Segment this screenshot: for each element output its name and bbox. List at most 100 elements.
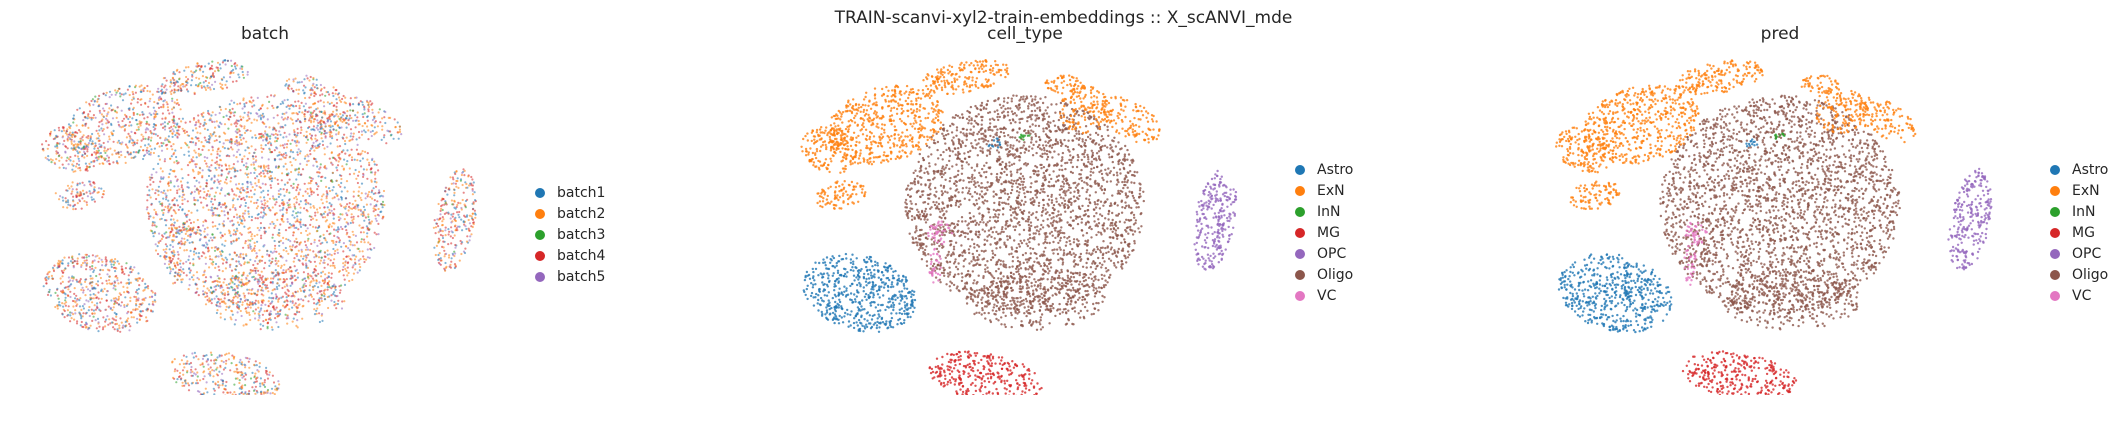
- scatter-point: [330, 179, 333, 182]
- scatter-point: [115, 152, 118, 155]
- scatter-point: [228, 232, 231, 235]
- scatter-point: [329, 232, 332, 235]
- scatter-point: [219, 231, 222, 234]
- scatter-point: [318, 206, 321, 209]
- scatter-point: [85, 191, 88, 194]
- scatter-point: [329, 120, 333, 123]
- scatter-point: [266, 322, 269, 325]
- scatter-point: [96, 98, 99, 101]
- scatter-point: [329, 133, 332, 136]
- scatter-point: [78, 311, 81, 314]
- scatter-point: [281, 219, 284, 222]
- scatter-point: [244, 282, 247, 285]
- scatter-point: [196, 62, 199, 65]
- scatter-point: [209, 258, 212, 261]
- scatter-point: [256, 217, 259, 220]
- scatter-point: [198, 229, 201, 232]
- scatter-point: [146, 319, 149, 322]
- scatter-point: [199, 153, 202, 156]
- scatter-point: [288, 270, 291, 273]
- scatter-point: [194, 143, 197, 147]
- scatter-point: [210, 206, 213, 209]
- scatter-point: [312, 250, 315, 253]
- scatter-point: [260, 175, 263, 178]
- scatter-point: [351, 266, 354, 269]
- scatter-point: [116, 141, 119, 144]
- scatter-point: [325, 219, 329, 222]
- scatter-point: [276, 315, 279, 318]
- scatter-point: [202, 290, 205, 293]
- scatter-point: [441, 216, 444, 219]
- scatter-point: [234, 62, 237, 65]
- scatter-point: [177, 208, 180, 211]
- scatter-point: [190, 276, 194, 279]
- scatter-point: [459, 202, 462, 205]
- scatter-point: [134, 155, 137, 158]
- scatter-point: [226, 293, 229, 296]
- scatter-point: [299, 223, 302, 226]
- scatter-point: [131, 98, 134, 101]
- scatter-point: [188, 241, 191, 244]
- scatter-point: [309, 249, 312, 252]
- scatter-point: [258, 285, 262, 288]
- scatter-point: [329, 142, 332, 145]
- scatter-point: [323, 237, 326, 240]
- scatter-point: [244, 242, 247, 245]
- scatter-point: [349, 97, 352, 100]
- scatter-point: [185, 249, 188, 252]
- scatter-point: [365, 203, 368, 206]
- scatter-point: [198, 64, 201, 67]
- scatter-point: [458, 259, 461, 262]
- scatter-point: [319, 94, 322, 97]
- scatter-point: [349, 128, 353, 131]
- scatter-point: [183, 198, 186, 201]
- scatter-point: [69, 159, 72, 162]
- scatter-point: [88, 190, 91, 193]
- scatter-point: [368, 218, 371, 221]
- scatter-point: [215, 160, 218, 163]
- scatter-point: [314, 93, 317, 96]
- scatter-point: [74, 143, 77, 146]
- scatter-point: [287, 206, 290, 209]
- scatter-point: [180, 184, 183, 187]
- scatter-point: [254, 177, 257, 180]
- scatter-point: [315, 218, 318, 222]
- scatter-point: [341, 165, 344, 168]
- scatter-point: [263, 310, 266, 313]
- scatter-point: [366, 256, 369, 259]
- scatter-point: [197, 152, 200, 155]
- scatter-point: [76, 280, 79, 283]
- scatter-point: [203, 269, 206, 272]
- scatter-point: [166, 189, 169, 192]
- scatter-point: [191, 229, 194, 233]
- scatter-point: [170, 155, 173, 158]
- scatter-point: [237, 128, 240, 131]
- scatter-point: [331, 125, 334, 128]
- scatter-point: [303, 207, 306, 210]
- scatter-point: [465, 182, 468, 186]
- scatter-point: [53, 129, 56, 132]
- scatter-point: [163, 128, 167, 131]
- scatter-point: [167, 205, 170, 208]
- scatter-point: [208, 255, 211, 258]
- scatter-point: [195, 252, 198, 255]
- scatter-point: [303, 182, 306, 185]
- scatter-point: [466, 235, 469, 238]
- scatter-point: [461, 198, 464, 202]
- scatter-point: [470, 225, 473, 228]
- scatter-point: [198, 125, 201, 128]
- scatter-point: [437, 237, 440, 240]
- scatter-point: [453, 250, 456, 253]
- scatter-point: [159, 180, 162, 183]
- scatter-point: [169, 157, 172, 160]
- scatter-point: [263, 199, 266, 202]
- scatter-point: [306, 276, 310, 279]
- scatter-point: [94, 319, 97, 322]
- scatter-point: [91, 140, 94, 143]
- scatter-point: [138, 313, 141, 316]
- scatter-point: [47, 277, 50, 280]
- scatter-point: [385, 142, 388, 145]
- scatter-point: [105, 102, 108, 105]
- scatter-point: [321, 319, 324, 322]
- scatter-point: [147, 143, 150, 146]
